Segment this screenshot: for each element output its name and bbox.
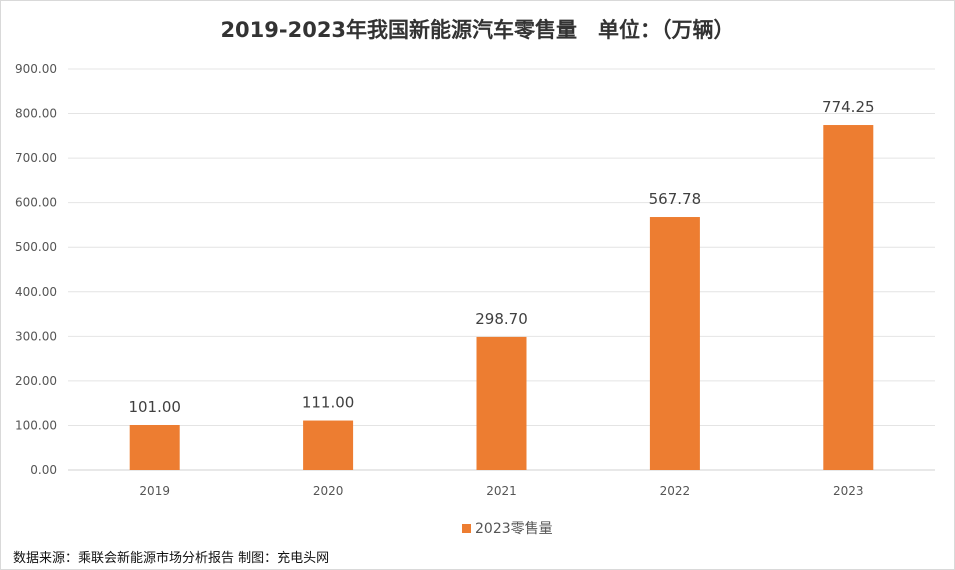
data-label: 774.25 xyxy=(822,98,875,116)
data-label: 101.00 xyxy=(128,398,181,416)
y-tick-label: 0.00 xyxy=(30,463,57,477)
y-tick-label: 700.00 xyxy=(15,151,57,165)
x-tick-label: 2023 xyxy=(833,484,864,498)
y-tick-label: 400.00 xyxy=(15,285,57,299)
y-tick-label: 800.00 xyxy=(15,107,57,121)
x-tick-label: 2020 xyxy=(313,484,344,498)
y-tick-label: 300.00 xyxy=(15,329,57,343)
y-tick-label: 500.00 xyxy=(15,240,57,254)
data-label: 111.00 xyxy=(302,394,355,412)
bar xyxy=(476,336,527,470)
x-tick-label: 2019 xyxy=(139,484,170,498)
data-label: 567.78 xyxy=(649,190,702,208)
bar xyxy=(823,125,874,470)
x-tick-label: 2022 xyxy=(660,484,691,498)
legend-label: 2023零售量 xyxy=(475,521,553,537)
bar xyxy=(303,420,354,470)
x-tick-label: 2021 xyxy=(486,484,517,498)
chart-title: 2019-2023年我国新能源汽车零售量 单位：（万辆） xyxy=(220,18,735,42)
legend: 2023零售量 xyxy=(462,518,553,538)
legend-swatch xyxy=(462,523,471,533)
data-label: 298.70 xyxy=(475,310,528,328)
bar xyxy=(129,424,180,470)
bar xyxy=(649,217,700,470)
y-tick-label: 900.00 xyxy=(15,62,57,76)
y-tick-label: 600.00 xyxy=(15,196,57,210)
source-note: 数据来源：乘联会新能源市场分析报告 制图：充电头网 xyxy=(13,551,330,566)
y-tick-label: 100.00 xyxy=(15,418,57,432)
y-tick-label: 200.00 xyxy=(15,374,57,388)
